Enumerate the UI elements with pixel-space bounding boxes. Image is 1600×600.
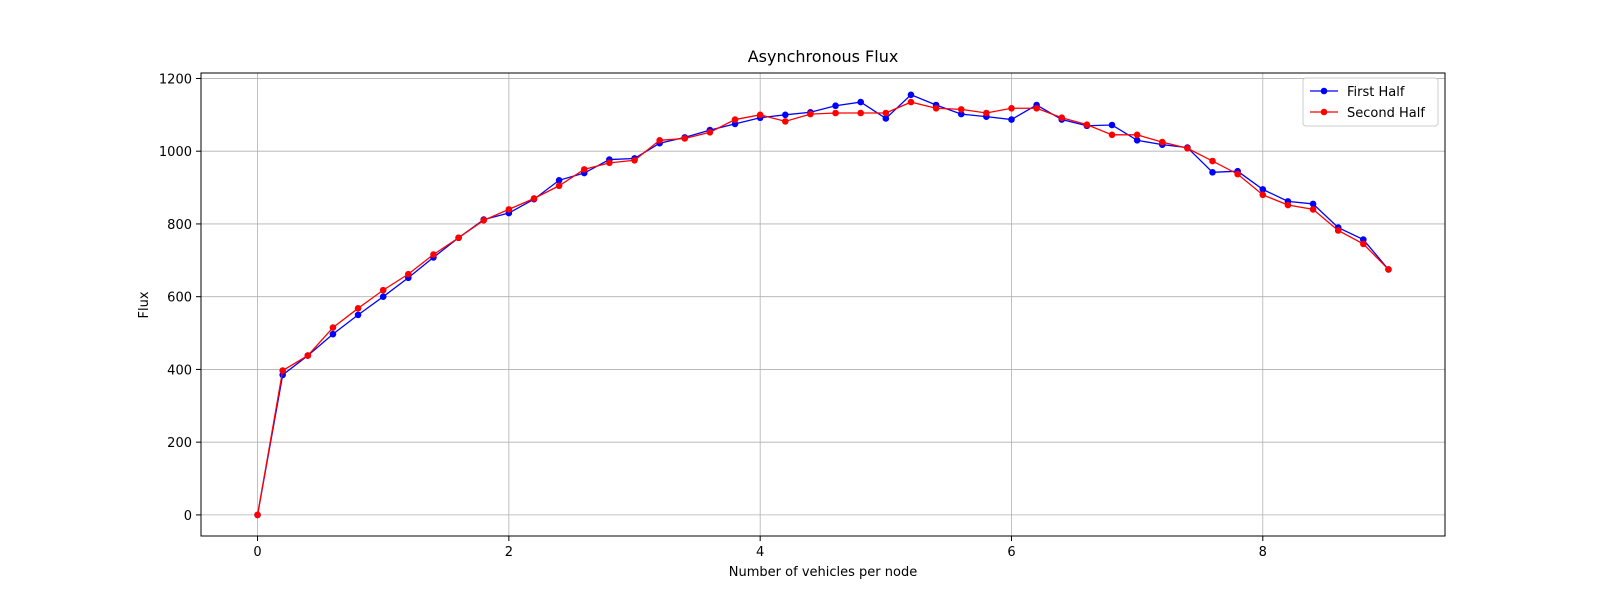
data-point-second-half (505, 206, 513, 213)
data-point-second-half (756, 111, 764, 119)
data-point-second-half (455, 234, 462, 242)
data-point-second-half (807, 110, 814, 118)
x-axis-label: Number of vehicles per node (729, 565, 917, 580)
data-point-second-half (304, 352, 312, 359)
x-tick-label: 4 (756, 545, 764, 560)
x-tick-label: 6 (1007, 545, 1015, 560)
data-point-second-half (731, 116, 739, 123)
data-point-first-half (907, 91, 915, 99)
data-point-second-half (580, 166, 588, 173)
series-second-half (254, 98, 1392, 519)
data-point-first-half (857, 98, 864, 106)
series-line-first-half (256, 94, 1389, 516)
data-point-second-half (882, 109, 890, 117)
y-tick-label: 0 (184, 509, 192, 524)
series-first-half (254, 91, 1392, 519)
data-point-second-half (530, 195, 538, 202)
data-point-first-half (555, 176, 563, 184)
data-point-second-half (631, 156, 638, 164)
data-point-second-half (430, 251, 437, 258)
data-point-first-half (354, 311, 362, 319)
data-point-second-half (1058, 114, 1066, 122)
data-point-second-half (329, 324, 337, 331)
data-point-second-half (932, 104, 940, 112)
data-point-second-half (832, 109, 839, 117)
data-point-first-half (832, 102, 839, 110)
data-point-second-half (606, 159, 613, 167)
y-tick-label: 1000 (159, 145, 192, 160)
y-axis-label: Flux (137, 291, 152, 318)
legend-label-second-half: Second Half (1347, 106, 1425, 121)
data-point-second-half (1209, 157, 1216, 165)
data-point-second-half (279, 367, 286, 374)
series-line-second-half (256, 101, 1389, 516)
data-point-second-half (1158, 138, 1166, 146)
grid (201, 73, 1445, 536)
data-point-second-half (480, 217, 488, 224)
data-point-second-half (656, 136, 663, 144)
x-tick-label: 2 (505, 545, 513, 560)
data-point-second-half (1234, 170, 1241, 178)
data-point-second-half (1309, 206, 1317, 213)
data-point-first-half (1008, 116, 1015, 123)
data-point-first-half (1108, 121, 1116, 129)
data-point-second-half (1184, 144, 1191, 152)
data-point-second-half (1259, 191, 1267, 199)
data-point-second-half (405, 270, 412, 278)
axis-ticks: 0 2 4 6 8 0 200 400 600 800 1000 1200 (159, 72, 1267, 560)
series-layer (254, 91, 1392, 519)
data-point-second-half (957, 106, 965, 113)
data-point-second-half (354, 305, 362, 312)
chart-title: Asynchronous Flux (748, 47, 899, 66)
data-point-second-half (379, 286, 387, 294)
data-point-second-half (254, 511, 261, 519)
data-point-second-half (1008, 104, 1015, 112)
y-tick-label: 800 (167, 218, 192, 233)
legend-marker-second-half (1320, 108, 1328, 116)
legend: First Half Second Half (1302, 77, 1439, 127)
y-tick-label: 200 (167, 436, 192, 451)
data-point-second-half (1385, 266, 1392, 273)
data-point-second-half (1108, 131, 1116, 139)
plot-frame (200, 72, 1446, 537)
y-tick-label: 400 (167, 363, 192, 378)
data-point-second-half (555, 182, 563, 190)
data-point-second-half (1083, 121, 1091, 128)
data-point-second-half (681, 135, 689, 142)
data-point-second-half (1033, 104, 1040, 112)
legend-marker-first-half (1320, 87, 1328, 95)
data-point-second-half (907, 98, 915, 106)
data-point-second-half (983, 109, 990, 117)
data-point-second-half (1334, 227, 1342, 234)
x-tick-label: 8 (1259, 545, 1267, 560)
legend-label-first-half: First Half (1347, 85, 1405, 100)
x-tick-label: 0 (253, 545, 261, 560)
data-point-first-half (329, 330, 337, 338)
data-point-second-half (1284, 201, 1292, 209)
data-point-second-half (706, 128, 714, 136)
data-point-second-half (857, 109, 864, 117)
data-point-first-half (1209, 168, 1216, 176)
y-tick-label: 1200 (159, 72, 192, 87)
data-point-second-half (1360, 240, 1367, 248)
data-point-first-half (379, 293, 387, 300)
data-point-first-half (782, 111, 789, 119)
data-point-second-half (782, 118, 789, 125)
data-point-first-half (957, 110, 965, 118)
data-point-first-half (1309, 200, 1317, 208)
data-point-first-half (1259, 186, 1267, 193)
data-point-first-half (1133, 136, 1141, 144)
data-point-first-half (882, 115, 890, 122)
data-point-second-half (1133, 131, 1141, 139)
legend-box (1302, 77, 1439, 127)
y-tick-label: 600 (167, 291, 192, 306)
